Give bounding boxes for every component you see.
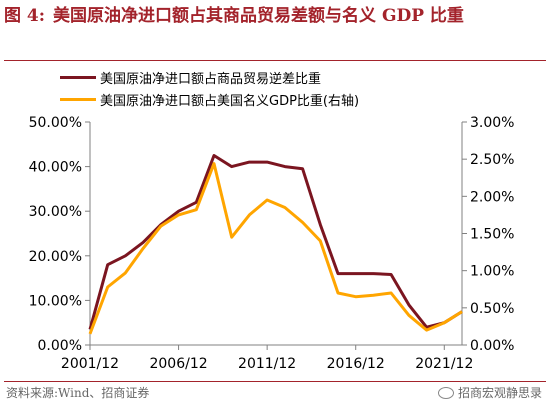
- x-tick-label: 2001/12: [61, 356, 119, 372]
- y-right-tick-label: 1.50%: [470, 227, 514, 243]
- legend-swatch-left: [60, 75, 96, 79]
- y-right-tick-label: 0.00%: [470, 338, 514, 354]
- figure-title-text: 美国原油净进口额占其商品贸易差额与名义 GDP 比重: [53, 6, 464, 26]
- y-left-tick-label: 10.00%: [29, 293, 82, 309]
- watermark: 招商宏观静思录: [437, 384, 542, 401]
- source-note: 资料来源:Wind、招商证券: [6, 386, 150, 400]
- chart-axes: 0.00% 10.00% 20.00% 30.00% 40.00% 50.00% 0.00%…: [29, 115, 515, 372]
- chart-legend: 美国原油净进口额占商品贸易逆差比重 美国原油净进口额占美国名义GDP比重(右轴): [60, 66, 359, 110]
- y-right-tick-label: 2.50%: [470, 152, 514, 168]
- x-tick-label: 2016/12: [327, 356, 385, 372]
- y-right-tick-label: 0.50%: [470, 301, 514, 317]
- legend-label-left: 美国原油净进口额占商品贸易逆差比重: [100, 71, 322, 87]
- y-left-tick-label: 50.00%: [29, 115, 82, 131]
- legend-swatch-right: [60, 97, 96, 101]
- x-tick-label: 2011/12: [238, 356, 296, 372]
- series-line-right-axis: [88, 162, 463, 335]
- legend-label-right: 美国原油净进口额占美国名义GDP比重(右轴): [100, 93, 360, 109]
- title-divider: [4, 60, 546, 61]
- y-left-tick-label: 20.00%: [29, 249, 82, 265]
- x-tick-label: 2006/12: [149, 356, 207, 372]
- y-left-tick-label: 40.00%: [29, 160, 82, 176]
- footer-divider: [4, 381, 546, 382]
- y-left-tick-label: 30.00%: [29, 204, 82, 220]
- y-left-tick-label: 0.00%: [38, 338, 82, 354]
- watermark-text: 招商宏观静思录: [457, 386, 542, 400]
- legend-item-left-series: 美国原油净进口额占商品贸易逆差比重: [60, 66, 359, 88]
- figure-title: 图 4: 美国原油净进口额占其商品贸易差额与名义 GDP 比重: [4, 4, 544, 28]
- series-line-left-axis: [88, 154, 463, 330]
- legend-item-right-series: 美国原油净进口额占美国名义GDP比重(右轴): [60, 88, 359, 110]
- y-right-tick-label: 1.00%: [470, 264, 514, 280]
- y-right-tick-label: 2.00%: [470, 189, 514, 205]
- wechat-icon: [437, 386, 454, 399]
- y-right-tick-label: 3.00%: [470, 115, 514, 131]
- figure-number: 图 4:: [4, 6, 46, 26]
- x-tick-label: 2021/12: [415, 356, 473, 372]
- chart-series: [88, 154, 463, 335]
